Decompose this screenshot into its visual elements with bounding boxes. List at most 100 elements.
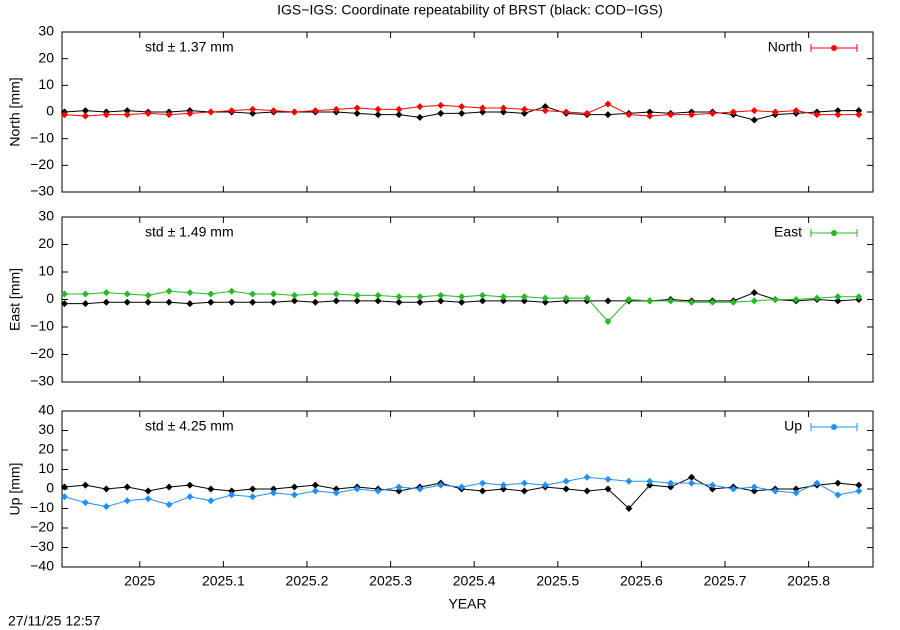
timestamp: 27/11/25 12:57	[8, 613, 101, 629]
data-point	[395, 111, 403, 119]
data-point	[813, 294, 821, 302]
y-tick-label: 20	[38, 235, 54, 251]
y-tick-label: 30	[38, 421, 54, 437]
data-point	[249, 493, 257, 501]
data-point	[834, 491, 842, 499]
data-point	[855, 107, 863, 115]
data-point	[646, 297, 654, 305]
data-point	[583, 109, 591, 117]
data-point	[416, 293, 424, 301]
data-point	[646, 477, 654, 485]
x-tick-label: 2025.3	[369, 573, 412, 589]
data-point	[458, 109, 466, 117]
data-point	[625, 111, 633, 119]
legend-symbol	[831, 45, 837, 51]
x-axis-label: YEAR	[448, 596, 486, 612]
data-point	[541, 298, 549, 306]
data-point	[813, 111, 821, 119]
data-point	[520, 297, 528, 305]
data-point	[437, 109, 445, 117]
y-tick-label: −30	[30, 373, 54, 389]
data-point	[792, 296, 800, 303]
y-tick-label: −20	[30, 519, 54, 535]
data-point	[81, 300, 89, 308]
data-point	[708, 109, 716, 117]
data-point	[458, 293, 466, 301]
data-point	[792, 485, 800, 493]
data-point	[499, 485, 507, 493]
data-point	[416, 113, 424, 121]
data-point	[604, 100, 612, 108]
data-point	[855, 481, 863, 489]
data-point	[81, 107, 89, 115]
data-point	[249, 485, 257, 493]
data-point	[437, 481, 445, 489]
y-tick-label: −10	[30, 499, 54, 515]
data-point	[270, 485, 278, 493]
data-point	[750, 107, 758, 115]
data-point	[708, 298, 716, 306]
data-point	[81, 499, 89, 507]
y-tick-label: 40	[38, 402, 54, 418]
annotation: std ± 4.25 mm	[145, 418, 234, 434]
y-tick-label: −30	[30, 183, 54, 199]
data-point	[144, 487, 152, 495]
annotation: std ± 1.37 mm	[145, 39, 234, 55]
y-tick-label: −20	[30, 156, 54, 172]
legend-symbol	[831, 230, 837, 236]
y-tick-label: −30	[30, 538, 54, 554]
data-point	[374, 291, 382, 299]
data-point	[186, 300, 194, 308]
data-point	[625, 505, 633, 512]
y-tick-label: −40	[30, 558, 54, 574]
data-point	[228, 487, 236, 495]
data-point	[61, 290, 69, 298]
data-point	[353, 104, 361, 112]
data-point	[249, 105, 257, 113]
data-point	[228, 287, 236, 295]
data-point	[353, 297, 361, 305]
y-tick-label: 20	[38, 49, 54, 65]
data-point	[562, 485, 570, 493]
data-point	[479, 479, 487, 487]
data-point	[541, 294, 549, 302]
x-tick-label: 2025.2	[286, 573, 329, 589]
data-point	[520, 479, 528, 487]
data-point	[520, 105, 528, 113]
plot-frame	[61, 31, 874, 193]
data-point	[228, 298, 236, 306]
data-point	[290, 491, 298, 499]
data-point	[270, 107, 278, 115]
data-point	[855, 487, 863, 495]
x-tick-label: 2025.1	[202, 573, 245, 589]
data-point	[688, 298, 696, 306]
data-point	[123, 497, 131, 505]
data-point	[583, 487, 591, 495]
x-tick-label: 2025.6	[620, 573, 663, 589]
data-point	[311, 107, 319, 115]
data-point	[499, 104, 507, 112]
data-point	[207, 485, 215, 493]
data-point	[667, 111, 675, 119]
data-point	[520, 293, 528, 301]
data-point	[646, 481, 654, 489]
y-tick-label: 10	[38, 76, 54, 92]
data-point	[604, 297, 612, 305]
data-point	[311, 487, 319, 495]
data-point	[332, 485, 340, 493]
data-point	[123, 290, 131, 298]
data-point	[688, 473, 696, 481]
data-point	[437, 297, 445, 305]
data-point	[499, 297, 507, 305]
data-point	[583, 473, 591, 481]
data-point	[165, 287, 173, 295]
legend-label: East	[774, 224, 802, 240]
data-point	[144, 291, 152, 299]
data-point	[729, 485, 737, 493]
y-tick-label: 30	[38, 208, 54, 224]
data-point	[165, 501, 173, 509]
data-point	[249, 298, 257, 306]
data-point	[499, 108, 507, 116]
data-point	[311, 481, 319, 489]
